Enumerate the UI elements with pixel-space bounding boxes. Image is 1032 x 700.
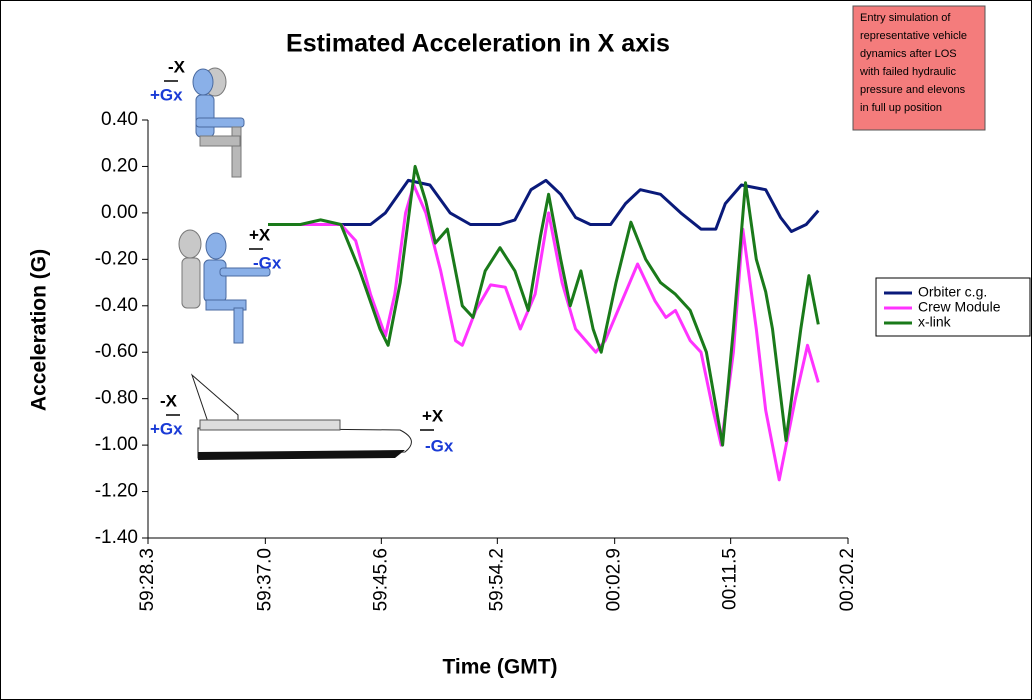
note-background xyxy=(852,5,986,131)
x-tick-label: 59:28.3 xyxy=(137,548,158,611)
y-tick-label: 0.40 xyxy=(101,109,138,130)
annotation: +Gx xyxy=(150,85,183,104)
x-tick-label: 00:20.2 xyxy=(837,548,858,611)
x-tick-label: 59:37.0 xyxy=(254,548,275,611)
orbiter-image xyxy=(190,373,412,460)
y-tick-label: -0.20 xyxy=(95,248,138,269)
y-tick-label: 0.20 xyxy=(101,155,138,176)
legend-label: x-link xyxy=(918,314,952,330)
annotation: -X xyxy=(168,57,186,76)
y-tick-label: -1.40 xyxy=(95,527,138,548)
y-tick-label: -0.60 xyxy=(95,341,138,362)
y-axis-label: Acceleration (G) xyxy=(28,249,51,411)
y-tick-label: 0.00 xyxy=(101,202,138,223)
annotation: +X xyxy=(249,225,271,244)
series-line xyxy=(268,164,820,447)
series-line xyxy=(268,178,820,233)
note-line: in full up position xyxy=(860,102,942,114)
y-tick-label: -0.40 xyxy=(95,295,138,316)
annotation: +X xyxy=(422,406,444,425)
note-line: Entry simulation of xyxy=(860,12,951,24)
legend-label: Orbiter c.g. xyxy=(918,284,987,300)
annotation: -X xyxy=(160,391,178,410)
annotation: -Gx xyxy=(253,253,282,272)
x-tick-label: 59:54.2 xyxy=(486,548,507,611)
x-axis-label: Time (GMT) xyxy=(442,656,557,679)
note-line: representative vehicle xyxy=(860,30,967,42)
note-line: pressure and elevons xyxy=(860,84,966,96)
note-box: Entry simulation of representative vehic… xyxy=(852,5,986,131)
y-tick-label: -1.20 xyxy=(95,481,138,502)
note-line: with failed hydraulic xyxy=(859,66,956,78)
illustrations: -X +Gx +X -Gx -X +Gx +X -Gx xyxy=(150,57,454,460)
y-tick-label: -1.00 xyxy=(95,434,138,455)
seated-figure-1 xyxy=(192,67,245,178)
x-tick-label: 00:02.9 xyxy=(604,548,625,611)
annotation: +Gx xyxy=(150,419,183,438)
x-tick-label: 59:45.6 xyxy=(370,548,391,611)
seated-figure-2 xyxy=(178,229,271,344)
y-tick-label: -0.80 xyxy=(95,388,138,409)
chart-title: Estimated Acceleration in X axis xyxy=(286,30,670,58)
annotation: -Gx xyxy=(425,436,454,455)
x-tick-label: 00:11.5 xyxy=(720,548,741,610)
axis-arrows xyxy=(164,80,434,431)
note-line: dynamics after LOS xyxy=(860,48,957,60)
legend-label: Crew Module xyxy=(918,299,1001,315)
